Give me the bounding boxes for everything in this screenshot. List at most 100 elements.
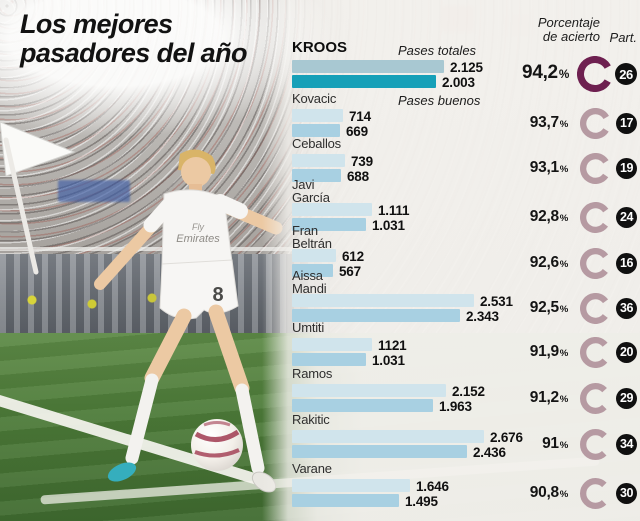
accuracy-ring-icon	[579, 247, 611, 279]
accuracy-ring-icon	[579, 201, 611, 233]
bar-pases-buenos	[292, 124, 340, 137]
bar-pases-buenos-value: 669	[346, 124, 368, 139]
bar-pases-buenos	[292, 75, 436, 88]
player-row: Ramos 2.152 1.963 91,2% 29	[290, 366, 640, 414]
football-icon	[191, 419, 243, 471]
title-line-2: pasadores del año	[20, 38, 247, 68]
player-row: Rakitic 2.676 2.436 91% 34	[290, 412, 640, 460]
series-label-pases-totales: Pases totales	[398, 43, 477, 58]
player-row: Ceballos 739 688 93,1% 19	[290, 136, 640, 184]
player-name: KROOS	[292, 39, 348, 56]
bar-pases-buenos-value: 1.031	[372, 218, 405, 233]
accuracy-percent: 92,5%	[529, 299, 569, 316]
matches-badge: 16	[616, 252, 637, 274]
player-name: Kovacic	[292, 91, 337, 106]
player-name: Ceballos	[292, 136, 341, 151]
boot	[107, 462, 137, 482]
glare-overlay	[0, 0, 330, 135]
bar-pases-buenos	[292, 264, 333, 277]
player-row: KROOS 2.125 2.003 94,2% 26	[290, 39, 640, 92]
ad-board	[58, 180, 130, 202]
jersey-sponsor-text: Fly	[192, 222, 204, 232]
matches-badge: 26	[615, 63, 637, 85]
bar-pases-totales-value: 612	[342, 249, 364, 264]
bar-pases-buenos-value: 1.963	[439, 399, 472, 414]
bar-pases-totales-value: 2.531	[480, 294, 513, 309]
bar-pases-totales	[292, 154, 345, 167]
bar-pases-buenos-value: 2.436	[473, 445, 506, 460]
bar-pases-totales	[292, 338, 372, 351]
accuracy-ring-icon	[579, 336, 611, 368]
player-row: Fran Beltrán 612 567 92,6% 16	[290, 223, 640, 279]
chart-panel: Porcentaje de acierto Part. Pases totales…	[290, 0, 640, 521]
player-head	[181, 157, 211, 187]
matches-badge: 30	[616, 482, 637, 504]
bar-pases-totales	[292, 294, 474, 307]
accuracy-ring-icon	[579, 477, 611, 509]
bar-pases-buenos	[292, 309, 460, 322]
title-line-1: Los mejores	[20, 9, 173, 39]
stand-railing	[0, 247, 310, 251]
column-header-part: Part.	[609, 30, 637, 45]
series-label-pases-buenos: Pases buenos	[398, 93, 481, 108]
corner-flag-icon	[0, 121, 76, 275]
player-row: Aissa Mandi 2.531 2.343 92,5% 36	[290, 268, 640, 324]
accuracy-percent: 92,6%	[529, 254, 569, 271]
accuracy-percent: 91,9%	[529, 343, 569, 360]
player-name: Ramos	[292, 366, 333, 381]
accuracy-percent: 91,2%	[529, 389, 569, 406]
matches-badge: 36	[616, 297, 637, 319]
accuracy-ring-icon	[579, 292, 611, 324]
player-name: Varane	[292, 461, 332, 476]
accuracy-ring-icon	[579, 152, 611, 184]
bar-pases-buenos	[292, 169, 341, 182]
accuracy-percent: 93,1%	[529, 159, 569, 176]
bar-pases-totales	[292, 203, 372, 216]
bar-pases-totales-value: 2.125	[450, 60, 483, 75]
bar-pases-totales-value: 1121	[378, 338, 407, 353]
player-name: Fran Beltrán	[292, 223, 332, 251]
bar-pases-buenos-value: 2.003	[442, 75, 475, 90]
player-name: Aissa Mandi	[292, 268, 327, 296]
bar-pases-totales	[292, 430, 484, 443]
accuracy-ring-icon	[577, 56, 613, 92]
bar-pases-buenos-value: 2.343	[466, 309, 499, 324]
matches-badge: 29	[616, 387, 637, 409]
page-title: Los mejores pasadores del año	[20, 10, 247, 68]
accuracy-percent: 94,2%	[522, 62, 569, 83]
matches-badge: 20	[616, 341, 637, 363]
player-row: Umtiti 1121 1.031 91,9% 20	[290, 320, 640, 368]
bar-pases-buenos-value: 1.031	[372, 353, 405, 368]
accuracy-ring-icon	[579, 428, 611, 460]
matches-badge: 24	[616, 206, 637, 228]
bar-pases-totales-value: 1.111	[378, 203, 410, 218]
bar-pases-totales	[292, 109, 343, 122]
player-name: Javi García	[292, 177, 330, 205]
bar-pases-totales	[292, 384, 446, 397]
bar-pases-totales	[292, 60, 444, 73]
bar-pases-buenos	[292, 218, 366, 231]
bar-pases-buenos-value: 688	[347, 169, 369, 184]
accuracy-percent: 91%	[542, 435, 568, 452]
matches-badge: 34	[616, 433, 637, 455]
player-name: Umtiti	[292, 320, 325, 335]
accuracy-percent: 92,8%	[529, 208, 569, 225]
bar-pases-buenos-value: 567	[339, 264, 361, 279]
bar-pases-totales-value: 2.676	[490, 430, 523, 445]
player-row: Varane 1.646 1.495 90,8% 30	[290, 461, 640, 509]
accuracy-ring-icon	[579, 382, 611, 414]
bar-pases-totales-value: 739	[351, 154, 373, 169]
bar-pases-totales-value: 714	[349, 109, 371, 124]
player-shorts	[159, 259, 239, 320]
matches-badge: 19	[616, 157, 637, 179]
player-name: Rakitic	[292, 412, 330, 427]
player-row: Kovacic 714 669 93,7% 17	[290, 91, 640, 139]
bar-pases-buenos	[292, 353, 366, 366]
bar-pases-buenos	[292, 494, 399, 507]
bar-pases-buenos-value: 1.495	[405, 494, 438, 509]
accuracy-percent: 93,7%	[529, 114, 569, 131]
jersey-sponsor-text: Emirates	[176, 233, 220, 245]
bar-pases-totales-value: 2.152	[452, 384, 485, 399]
bar-pases-buenos	[292, 399, 433, 412]
bar-pases-totales	[292, 479, 410, 492]
